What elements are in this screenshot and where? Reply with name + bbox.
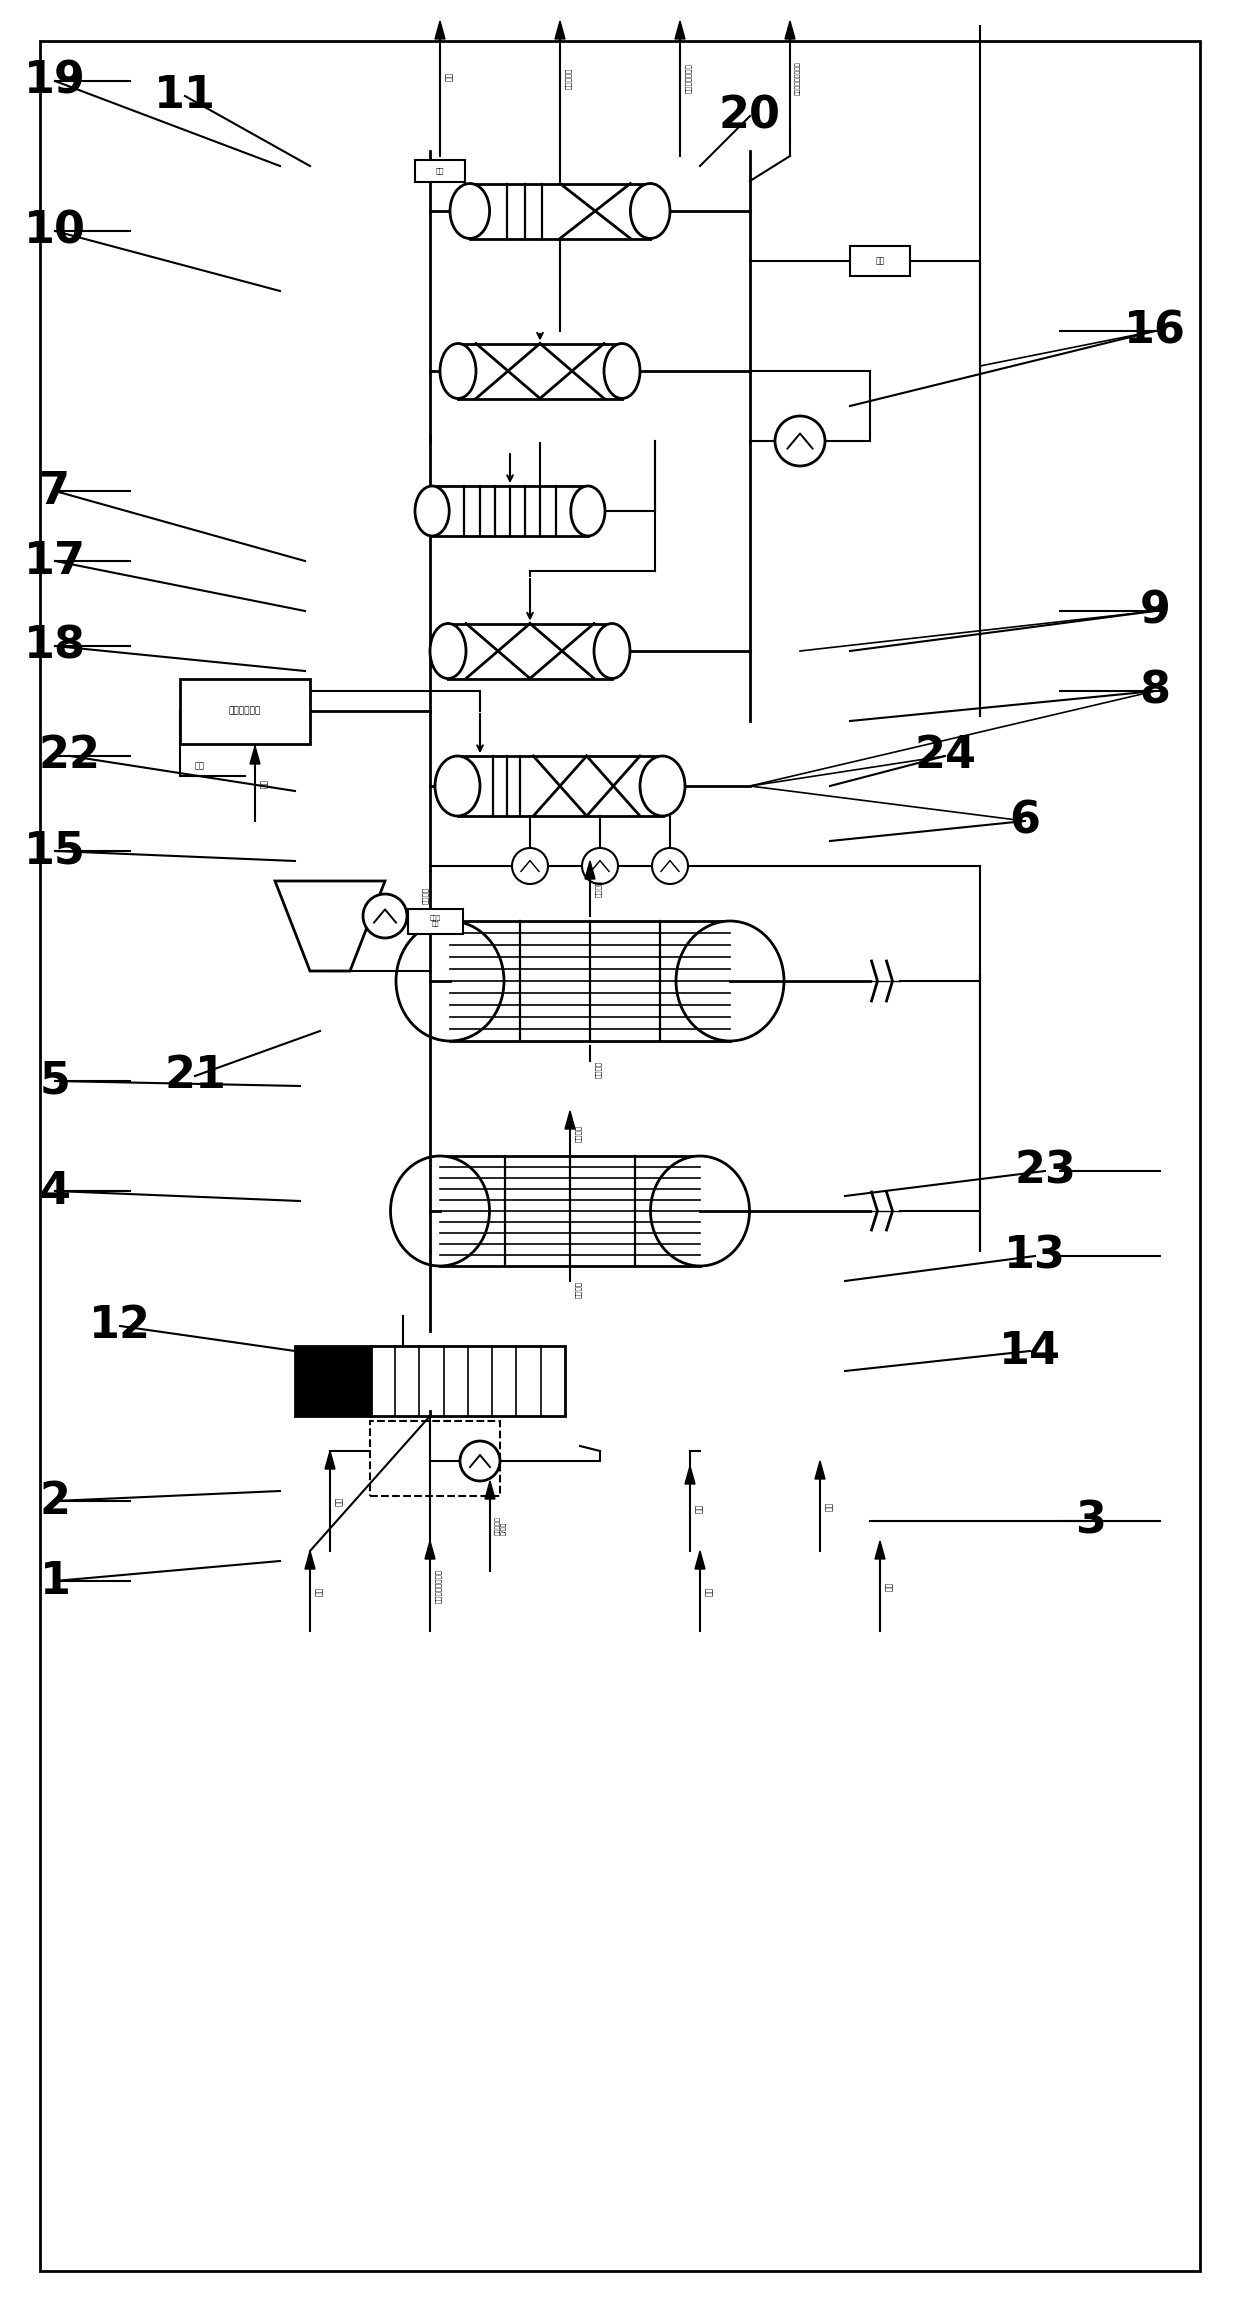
Polygon shape <box>425 1541 435 1560</box>
Ellipse shape <box>430 624 466 679</box>
Polygon shape <box>485 1481 495 1500</box>
Text: 循环泵
釜料: 循环泵 釜料 <box>429 915 440 927</box>
Text: 副产蒸汽: 副产蒸汽 <box>575 1280 582 1299</box>
Ellipse shape <box>570 485 605 536</box>
Text: 甲基丙烯酸甲酯循环: 甲基丙烯酸甲酯循环 <box>795 62 801 95</box>
Polygon shape <box>875 1541 885 1560</box>
Circle shape <box>582 848 618 885</box>
Text: 16: 16 <box>1123 310 1185 354</box>
Ellipse shape <box>415 485 449 536</box>
Text: 12: 12 <box>89 1303 151 1347</box>
Text: 锅炉给水: 锅炉给水 <box>595 880 601 897</box>
Ellipse shape <box>396 922 503 1040</box>
Circle shape <box>512 848 548 885</box>
Text: 氨空: 氨空 <box>195 763 205 770</box>
Bar <box>415 159 465 183</box>
Bar <box>180 679 310 744</box>
Polygon shape <box>565 1112 575 1130</box>
Text: 13: 13 <box>1004 1234 1066 1278</box>
Text: 5: 5 <box>40 1058 71 1102</box>
Text: 稀释: 稀释 <box>885 1581 894 1590</box>
Circle shape <box>775 416 825 467</box>
Text: 2: 2 <box>40 1479 71 1523</box>
Text: 15: 15 <box>24 830 86 874</box>
Ellipse shape <box>594 624 630 679</box>
Polygon shape <box>435 21 445 39</box>
Bar <box>448 624 613 679</box>
Ellipse shape <box>640 756 684 816</box>
Polygon shape <box>815 1461 825 1479</box>
Text: 22: 22 <box>38 735 100 776</box>
Polygon shape <box>305 1551 315 1569</box>
Polygon shape <box>250 746 260 765</box>
Text: 副产蒸汽: 副产蒸汽 <box>595 1061 601 1077</box>
Text: 18: 18 <box>24 624 86 668</box>
Bar <box>440 1156 701 1266</box>
Bar <box>371 1345 565 1417</box>
Text: 锅炉给水: 锅炉给水 <box>575 1125 582 1142</box>
Text: 7: 7 <box>40 469 71 513</box>
Text: 甲醛: 甲醛 <box>315 1585 324 1595</box>
Text: 21: 21 <box>164 1054 226 1098</box>
Text: 4: 4 <box>40 1169 71 1213</box>
Bar <box>295 1345 371 1417</box>
Text: 甲醇: 甲醇 <box>260 779 269 788</box>
Bar <box>849 245 910 275</box>
Bar <box>458 756 662 816</box>
Ellipse shape <box>651 1156 749 1266</box>
Ellipse shape <box>440 344 476 397</box>
Text: 23: 23 <box>1014 1149 1076 1192</box>
Polygon shape <box>556 21 565 39</box>
Circle shape <box>652 848 688 885</box>
Ellipse shape <box>450 183 490 238</box>
Text: 24: 24 <box>914 735 976 776</box>
Bar <box>450 922 730 1040</box>
Text: 甲醇: 甲醇 <box>435 169 444 173</box>
Polygon shape <box>325 1451 335 1470</box>
Text: 8: 8 <box>1140 670 1171 712</box>
Text: 稀释: 稀释 <box>706 1585 714 1595</box>
Text: 甲基丙烯醛
氧/空气: 甲基丙烯醛 氧/空气 <box>495 1516 507 1535</box>
Text: 10: 10 <box>24 210 86 252</box>
Bar <box>408 908 463 934</box>
Text: 9: 9 <box>1140 589 1171 633</box>
Polygon shape <box>275 880 384 971</box>
Bar <box>458 344 622 397</box>
Text: 副产蒸汽: 副产蒸汽 <box>422 887 429 904</box>
Polygon shape <box>585 862 595 878</box>
Circle shape <box>363 894 407 938</box>
Bar <box>370 1421 500 1495</box>
Text: 1: 1 <box>40 1560 71 1602</box>
Polygon shape <box>684 1465 694 1484</box>
Polygon shape <box>694 1551 706 1569</box>
Text: 甲基丙烯醛: 甲基丙烯醛 <box>565 67 572 90</box>
Bar <box>432 485 588 536</box>
Text: 19: 19 <box>24 60 86 102</box>
Text: 6: 6 <box>1009 800 1040 844</box>
Text: 蒸汽: 蒸汽 <box>335 1498 343 1507</box>
Text: 甲醛甲氧基水溶液: 甲醛甲氧基水溶液 <box>435 1569 441 1604</box>
Text: 20: 20 <box>719 95 781 136</box>
Ellipse shape <box>391 1156 490 1266</box>
Text: 稀释: 稀释 <box>694 1504 704 1514</box>
Bar <box>470 183 650 238</box>
Text: 11: 11 <box>154 74 216 118</box>
Text: 回收: 回收 <box>875 257 884 266</box>
Circle shape <box>460 1442 500 1481</box>
Ellipse shape <box>676 922 784 1040</box>
Text: 17: 17 <box>24 538 86 582</box>
Ellipse shape <box>435 756 480 816</box>
Ellipse shape <box>604 344 640 397</box>
Text: 甲醛: 甲醛 <box>445 72 454 81</box>
Text: 稀释: 稀释 <box>825 1502 835 1511</box>
Text: 催化氧化单元: 催化氧化单元 <box>229 707 262 716</box>
Polygon shape <box>675 21 684 39</box>
Text: 3: 3 <box>1075 1500 1105 1541</box>
Text: 甲基丙烯酸甲酯: 甲基丙烯酸甲酯 <box>684 65 692 92</box>
Ellipse shape <box>630 183 670 238</box>
Text: 14: 14 <box>999 1329 1061 1373</box>
Polygon shape <box>785 21 795 39</box>
